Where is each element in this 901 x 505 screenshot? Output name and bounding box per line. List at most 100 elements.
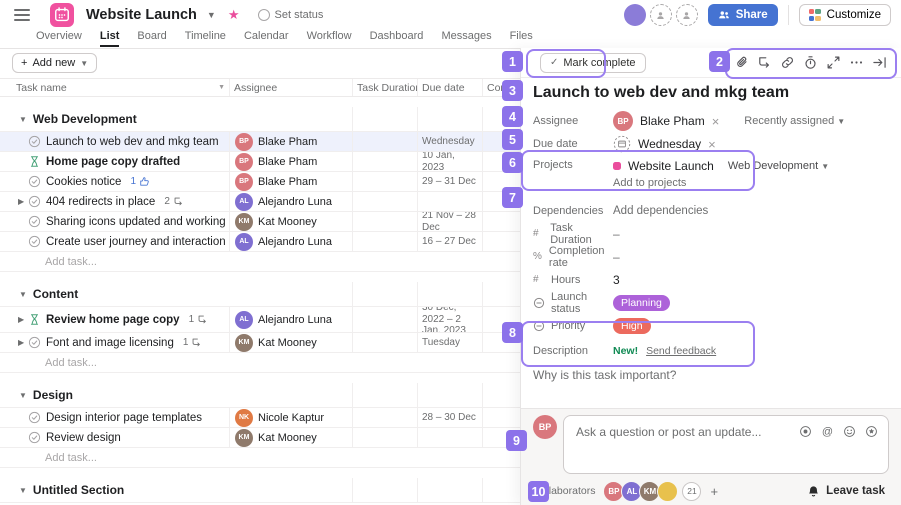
comment-input[interactable]: Ask a question or post an update... @ [563, 415, 889, 474]
recently-assigned-dropdown[interactable]: Recently assigned ▼ [744, 115, 846, 127]
approval-hourglass-icon[interactable] [28, 155, 41, 168]
task-name: Home page copy drafted [46, 155, 181, 168]
tab-overview[interactable]: Overview [36, 30, 82, 42]
tab-messages[interactable]: Messages [441, 30, 492, 42]
column-header-assignee[interactable]: Assignee [230, 79, 353, 96]
section-header-design[interactable]: ▼ Design [0, 383, 520, 408]
add-dependencies-link[interactable]: Add dependencies [613, 205, 709, 217]
thumbs-up-icon[interactable] [711, 55, 726, 70]
subtask-icon [173, 196, 184, 207]
field-value[interactable]: – [613, 227, 620, 241]
add-task-button[interactable]: Add task... [45, 255, 97, 268]
column-header-task-duration[interactable]: Task Duration [353, 79, 418, 96]
field-value[interactable]: – [613, 250, 620, 264]
leave-task-button[interactable]: Leave task [807, 485, 889, 498]
complete-check-icon[interactable] [28, 175, 41, 188]
approval-hourglass-icon[interactable] [28, 313, 41, 326]
sort-chevron-icon[interactable]: ▼ [218, 84, 225, 91]
mark-complete-button[interactable]: ✓ Mark complete [540, 52, 646, 73]
tab-workflow[interactable]: Workflow [306, 30, 352, 42]
task-row[interactable]: ▶ 404 redirects in place 2 AL Alejandro Luna [0, 192, 520, 212]
column-header-due-date[interactable]: Due date [418, 79, 483, 96]
tab-list[interactable]: List [99, 30, 120, 47]
task-row[interactable]: Home page copy drafted BP Blake Pham 10 Jan… [0, 152, 520, 172]
complete-check-icon[interactable] [28, 135, 41, 148]
complete-check-icon[interactable] [28, 336, 41, 349]
task-row[interactable]: Launch to web dev and mkg team BP Blake Ph… [0, 132, 520, 152]
link-icon[interactable] [780, 55, 795, 70]
set-status-button[interactable]: Set status [257, 9, 323, 21]
expand-subtasks-icon[interactable]: ▶ [18, 315, 25, 324]
complete-check-icon[interactable] [28, 215, 41, 228]
task-row[interactable]: Cookies notice 1 BP Blake Pham 29 – 31 Dec [0, 172, 520, 192]
section-name: Web Development [32, 112, 137, 126]
expand-subtasks-icon[interactable]: ▶ [18, 197, 25, 206]
add-task-button[interactable]: Add task... [45, 451, 97, 464]
record-icon[interactable] [799, 425, 812, 438]
current-user-avatar[interactable] [623, 4, 646, 26]
task-subtask-badge: 1 [189, 314, 209, 325]
task-row[interactable]: Sharing icons updated and working KM Kat M… [0, 212, 520, 232]
complete-check-icon[interactable] [28, 431, 41, 444]
expand-icon[interactable] [826, 55, 841, 70]
tab-board[interactable]: Board [137, 30, 167, 42]
send-feedback-link[interactable]: Send feedback [646, 345, 717, 357]
invite-user-icon[interactable] [675, 4, 698, 26]
chevron-down-icon: ▼ [80, 58, 89, 68]
field-value-pill[interactable]: High [613, 318, 651, 334]
collapse-triangle-icon[interactable]: ▼ [19, 289, 27, 299]
collapse-triangle-icon[interactable]: ▼ [19, 390, 27, 400]
column-header-task-name[interactable]: Task name ▼ [0, 79, 230, 96]
favorite-star-icon[interactable]: ★ [227, 7, 240, 22]
add-to-projects-link[interactable]: Add to projects [613, 177, 687, 189]
complete-check-icon[interactable] [28, 235, 41, 248]
task-row[interactable]: ▶ Review home page copy 1 AL Alejandro Luna 3… [0, 307, 520, 333]
task-row[interactable]: Create user journey and interaction flow… [0, 232, 520, 252]
expand-subtasks-icon[interactable]: ▶ [18, 338, 25, 347]
subtasks-icon[interactable] [757, 55, 772, 70]
tab-calendar[interactable]: Calendar [243, 30, 289, 42]
invite-user-icon[interactable] [649, 4, 672, 26]
timer-icon[interactable] [803, 55, 818, 70]
complete-check-icon[interactable] [28, 411, 41, 424]
task-row[interactable]: ▶ Font and image licensing 1 KM Kat Mooney Tu… [0, 333, 520, 353]
customize-button[interactable]: Customize [798, 4, 891, 26]
add-task-button[interactable]: Add task... [45, 356, 97, 369]
close-panel-icon[interactable] [872, 55, 887, 70]
add-new-button[interactable]: + Add new ▼ [12, 53, 98, 73]
task-title[interactable]: Launch to web dev and mkg team [533, 84, 790, 101]
assignee-name: Alejandro Luna [258, 235, 333, 248]
project-link[interactable]: Website Launch [628, 159, 714, 173]
sticker-icon[interactable] [865, 425, 878, 438]
collapse-triangle-icon[interactable]: ▼ [19, 114, 27, 124]
tab-dashboard[interactable]: Dashboard [369, 30, 424, 42]
remove-due-date-icon[interactable]: × [708, 136, 716, 152]
description-input[interactable]: Why is this task important? [533, 368, 677, 382]
section-header-untitled-section[interactable]: ▼ Untitled Section [0, 478, 520, 503]
field-value-pill[interactable]: Planning [613, 295, 670, 311]
smiley-icon[interactable] [843, 425, 856, 438]
tab-timeline[interactable]: Timeline [184, 30, 226, 42]
collapse-triangle-icon[interactable]: ▼ [19, 485, 27, 495]
column-header-com[interactable]: Com [487, 81, 510, 94]
field-value[interactable]: 3 [613, 273, 620, 287]
share-button[interactable]: Share [707, 4, 778, 26]
complete-check-icon[interactable] [28, 195, 41, 208]
more-icon[interactable] [849, 55, 864, 70]
assignee-name: Kat Mooney [258, 431, 317, 444]
project-section-dropdown[interactable]: Web Development ▼ [727, 160, 830, 172]
section-header-content[interactable]: ▼ Content [0, 282, 520, 307]
remove-assignee-icon[interactable]: × [711, 113, 720, 129]
tab-files[interactable]: Files [509, 30, 533, 42]
paperclip-icon[interactable] [734, 55, 749, 70]
task-row[interactable]: Review design KM Kat Mooney [0, 428, 520, 448]
section-header-web-development[interactable]: ▼ Web Development [0, 107, 520, 132]
assignee-name[interactable]: Blake Pham [640, 114, 705, 128]
sidebar-toggle-icon[interactable] [14, 9, 30, 21]
due-date-value[interactable]: Wednesday [638, 137, 702, 151]
mention-icon[interactable]: @ [821, 425, 834, 438]
task-row[interactable]: Design interior page templates NK Nicole K… [0, 408, 520, 428]
add-collaborator-button[interactable]: + [710, 483, 719, 499]
project-menu-chevron-icon[interactable]: ▼ [206, 10, 216, 20]
commenter-avatar: BP [533, 415, 557, 439]
